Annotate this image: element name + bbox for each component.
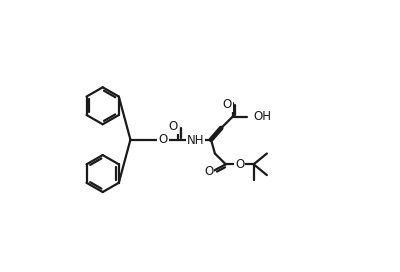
Text: O: O	[235, 158, 244, 171]
Text: OH: OH	[254, 110, 272, 123]
Text: O: O	[223, 98, 232, 111]
Text: O: O	[204, 165, 213, 178]
Text: NH: NH	[187, 134, 204, 147]
Text: O: O	[168, 120, 178, 133]
Text: O: O	[158, 133, 168, 146]
